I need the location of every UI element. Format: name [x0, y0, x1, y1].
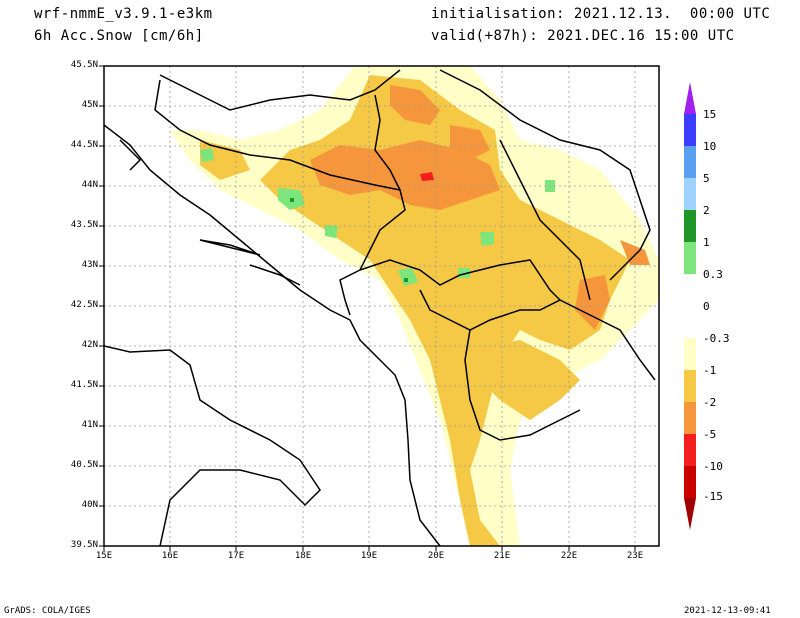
- lon-label: 21E: [493, 551, 511, 561]
- timestamp-text: 2021-12-13-09:41: [684, 606, 771, 616]
- colorbar-label: -1: [703, 364, 717, 377]
- axis-ticks: [99, 65, 636, 551]
- lon-label: 15E: [95, 551, 113, 561]
- field-title: 6h Acc.Snow [cm/6h]: [34, 28, 204, 44]
- lat-label: 40.5N: [70, 460, 98, 470]
- colorbar-label: -15: [703, 490, 723, 503]
- lat-label: 42N: [81, 340, 98, 350]
- colorbar-label: 2: [703, 204, 710, 217]
- colorbar-label: -2: [703, 396, 717, 409]
- lat-label: 44N: [81, 180, 98, 190]
- lat-label: 41.5N: [70, 380, 98, 390]
- lon-label: 19E: [360, 551, 378, 561]
- lat-label: 45N: [81, 100, 98, 110]
- lat-label: 44.5N: [70, 140, 98, 150]
- lat-label: 39.5N: [70, 540, 98, 550]
- graticule: [104, 66, 659, 546]
- lat-label: 43.5N: [70, 220, 98, 230]
- lat-label: 40N: [81, 500, 98, 510]
- model-title: wrf-nmmE_v3.9.1-e3km: [34, 6, 213, 22]
- colorbar-label: 5: [703, 172, 710, 185]
- colorbar-bottom-triangle-icon: [684, 498, 696, 530]
- colorbar-label: 0: [703, 300, 710, 313]
- colorbar-label: -0.3: [703, 332, 730, 345]
- lon-label: 17E: [227, 551, 245, 561]
- credit-text: GrADS: COLA/IGES: [4, 606, 91, 616]
- lon-label: 20E: [427, 551, 445, 561]
- valid-time: valid(+87h): 2021.DEC.16 15:00 UTC: [431, 28, 735, 44]
- colorbar-top-triangle-icon: [684, 82, 696, 114]
- init-time: initialisation: 2021.12.13. 00:00 UTC: [431, 6, 771, 22]
- lat-label: 41N: [81, 420, 98, 430]
- lon-label: 16E: [161, 551, 179, 561]
- lat-label: 43N: [81, 260, 98, 270]
- coastlines-borders: [104, 69, 656, 546]
- lon-label: 18E: [294, 551, 312, 561]
- colorbar-label: 10: [703, 140, 717, 153]
- colorbar: [684, 82, 696, 530]
- colorbar-label: 1: [703, 236, 710, 249]
- colorbar-label: 15: [703, 108, 717, 121]
- lon-label: 22E: [560, 551, 578, 561]
- colorbar-label: -10: [703, 460, 723, 473]
- colorbar-label: -5: [703, 428, 717, 441]
- colorbar-label: 0.3: [703, 268, 723, 281]
- lat-label: 42.5N: [70, 300, 98, 310]
- lon-label: 23E: [626, 551, 644, 561]
- lat-label: 45.5N: [70, 60, 98, 70]
